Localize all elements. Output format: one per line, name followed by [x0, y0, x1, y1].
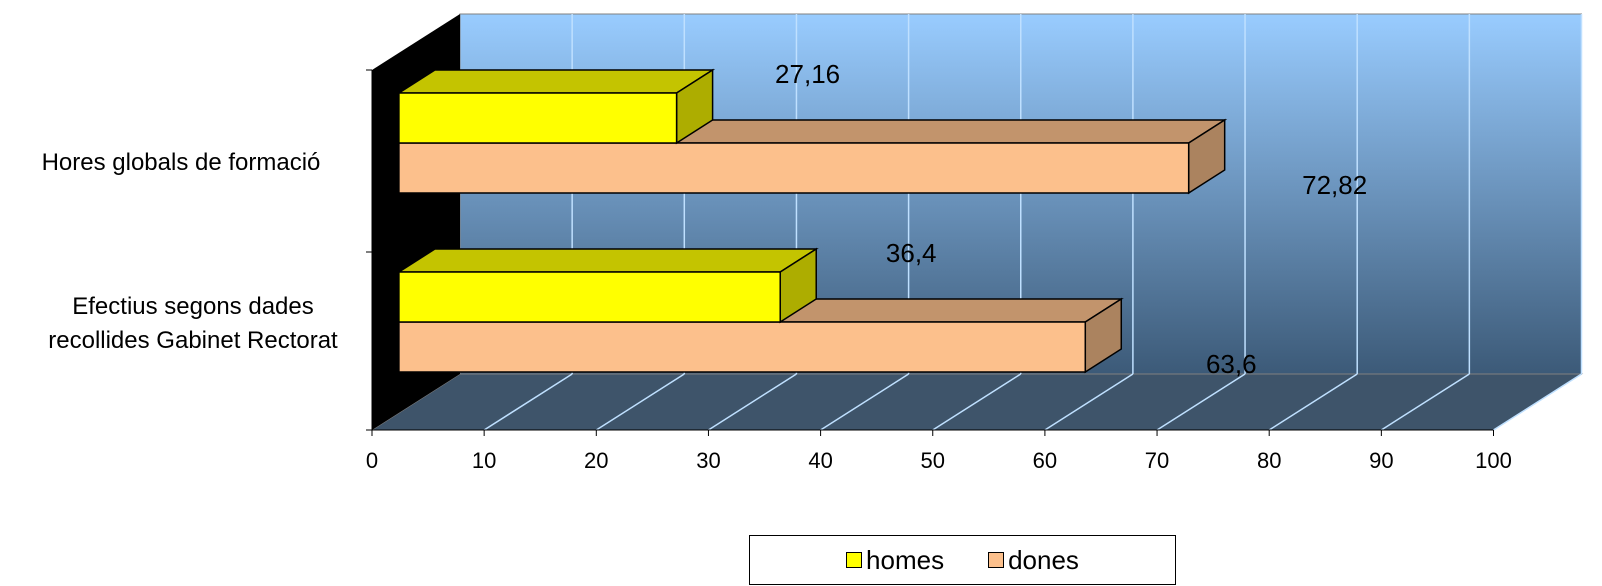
gridline-floor	[708, 373, 797, 431]
bar-dones-1	[396, 118, 1228, 195]
category-label-2: Efectius segons dades recollides Gabinet…	[48, 293, 338, 354]
data-label-dones-1: 72,82	[1302, 170, 1367, 200]
x-tick-label: 10	[472, 448, 496, 473]
category-label-1: Hores globals de formació	[41, 149, 321, 176]
bars	[396, 68, 1228, 374]
x-tick-label: 0	[366, 448, 378, 473]
x-tick-label: 90	[1369, 448, 1393, 473]
bar-homes-2-front	[398, 271, 781, 323]
x-tick-label: 80	[1257, 448, 1281, 473]
bar-homes-2-top	[396, 248, 819, 273]
legend-item-homes: homes	[846, 545, 944, 576]
legend: homes dones	[749, 535, 1176, 585]
legend-label-homes: homes	[866, 544, 945, 575]
x-tick-label: 20	[584, 448, 608, 473]
gridline-floor	[483, 373, 573, 431]
bar-homes-2	[396, 247, 819, 324]
bar-homes-1-front	[398, 92, 678, 144]
gridline-floor	[1156, 373, 1246, 431]
bar-homes-1-top	[396, 69, 716, 94]
gridline-floor	[932, 373, 1022, 431]
legend-label-dones: dones	[1008, 544, 1079, 575]
data-label-homes-1: 27,16	[775, 59, 840, 89]
bar-homes-1	[396, 68, 716, 145]
x-tick-label: 50	[921, 448, 945, 473]
gridline-floor	[1268, 373, 1358, 431]
gridline-floor	[1044, 373, 1134, 431]
legend-swatch-homes	[846, 552, 863, 568]
legend-item-dones: dones	[988, 545, 1079, 576]
x-tick-label: 70	[1145, 448, 1169, 473]
gridline-floor	[1380, 373, 1470, 431]
data-label-homes-2: 36,4	[886, 238, 937, 268]
gridline-floor	[1493, 373, 1582, 431]
gridline-floor	[595, 373, 685, 431]
bar-dones-1-front	[398, 142, 1190, 194]
x-tick-label: 30	[696, 448, 720, 473]
x-tick-label: 100	[1475, 448, 1512, 473]
axis-layer: 0 10 20 30 40 50 60 70 80 90 100	[366, 69, 1512, 473]
bar-dones-2-front	[398, 321, 1087, 373]
x-tick-label: 40	[808, 448, 832, 473]
legend-swatch-dones	[988, 552, 1005, 568]
x-tick-label: 60	[1033, 448, 1057, 473]
data-labels: 27,16 72,82 36,4 63,6	[775, 59, 1367, 379]
data-label-dones-2: 63,6	[1206, 349, 1257, 379]
gridline-floor	[820, 373, 910, 431]
